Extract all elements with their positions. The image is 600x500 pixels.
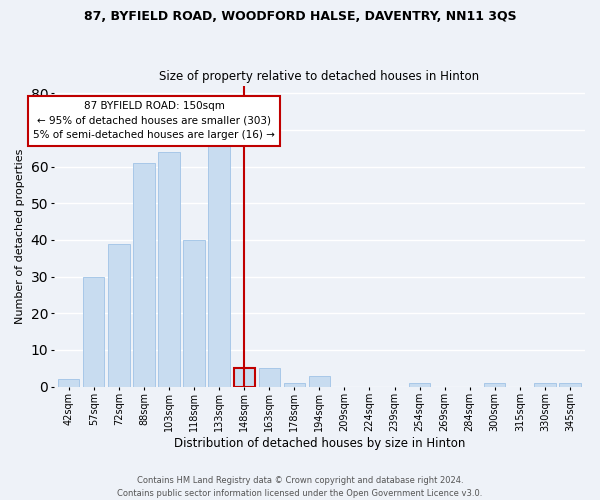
Bar xyxy=(184,240,205,386)
Bar xyxy=(208,144,230,386)
Bar xyxy=(309,376,330,386)
Title: Size of property relative to detached houses in Hinton: Size of property relative to detached ho… xyxy=(160,70,479,84)
Text: Contains HM Land Registry data © Crown copyright and database right 2024.
Contai: Contains HM Land Registry data © Crown c… xyxy=(118,476,482,498)
Text: 87 BYFIELD ROAD: 150sqm
← 95% of detached houses are smaller (303)
5% of semi-de: 87 BYFIELD ROAD: 150sqm ← 95% of detache… xyxy=(33,100,275,140)
Bar xyxy=(233,368,255,386)
Bar xyxy=(484,383,505,386)
Bar xyxy=(58,379,79,386)
X-axis label: Distribution of detached houses by size in Hinton: Distribution of detached houses by size … xyxy=(173,437,465,450)
Text: 87, BYFIELD ROAD, WOODFORD HALSE, DAVENTRY, NN11 3QS: 87, BYFIELD ROAD, WOODFORD HALSE, DAVENT… xyxy=(83,10,517,23)
Bar xyxy=(284,383,305,386)
Y-axis label: Number of detached properties: Number of detached properties xyxy=(15,148,25,324)
Bar xyxy=(83,276,104,386)
Bar xyxy=(409,383,430,386)
Bar xyxy=(158,152,179,386)
Bar xyxy=(259,368,280,386)
Bar xyxy=(108,244,130,386)
Bar xyxy=(559,383,581,386)
Bar xyxy=(133,163,155,386)
Bar xyxy=(534,383,556,386)
